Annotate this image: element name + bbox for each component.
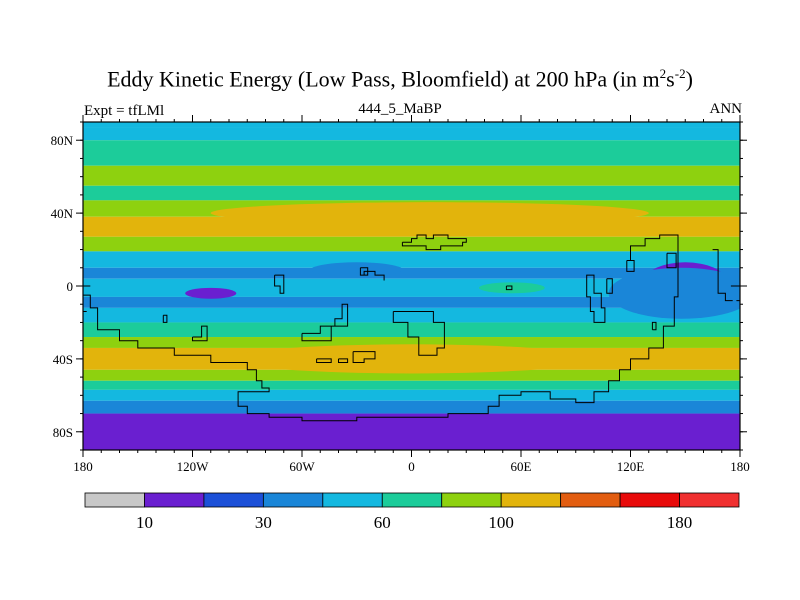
contour-band-20: [83, 413, 740, 450]
colorbar-swatch-2: [203, 492, 264, 508]
x-tick-label-5: 120E: [617, 459, 645, 474]
colorbar-label-4: 180: [667, 513, 693, 532]
coastline-4: [316, 358, 332, 363]
contour-region-0: [210, 202, 649, 225]
contour-band-16: [83, 369, 740, 381]
contour-band-3: [83, 165, 740, 186]
chart-title: Eddy Kinetic Energy (Low Pass, Bloomfiel…: [107, 66, 693, 92]
colorbar-label-0: 10: [136, 513, 153, 532]
coastline-2: [162, 314, 168, 323]
coastline-7: [392, 311, 445, 356]
season-label: ANN: [709, 101, 743, 117]
contour-band-14: [83, 337, 740, 348]
colorbar-swatch-1: [144, 492, 205, 508]
contour-band-8: [83, 251, 740, 268]
coastline-14: [606, 278, 613, 294]
contour-band-9: [83, 267, 740, 279]
coastline-6: [352, 351, 376, 363]
colorbar-label-1: 30: [255, 513, 272, 532]
coastline-13: [586, 274, 606, 323]
colorbar-swatch-4: [322, 492, 383, 508]
x-tick-label-3: 0: [408, 459, 415, 474]
coastline-19: [736, 300, 740, 312]
coastline-21: [651, 321, 657, 331]
contour-field: [83, 122, 740, 450]
x-tick-label-4: 60E: [511, 459, 532, 474]
contour-band-4: [83, 185, 740, 201]
y-tick-label-3: 40S: [53, 352, 73, 367]
coastlines: [83, 234, 740, 422]
colorbar-swatch-9: [619, 492, 680, 508]
contour-band-18: [83, 389, 740, 401]
contour-band-11: [83, 296, 740, 308]
coastline-12: [505, 285, 513, 291]
contour-band-7: [83, 236, 740, 252]
colorbar-label-2: 60: [374, 513, 391, 532]
contour-band-2: [83, 140, 740, 166]
coastline-15: [666, 252, 677, 269]
colorbar-swatch-8: [560, 492, 621, 508]
contour-band-0: [83, 122, 740, 128]
x-tick-label-1: 120W: [177, 459, 210, 474]
y-tick-label-2: 0: [67, 279, 74, 294]
x-tick-label-2: 60W: [289, 459, 315, 474]
contour-band-13: [83, 322, 740, 338]
colorbar-swatch-0: [84, 492, 145, 508]
y-tick-label-1: 40N: [51, 206, 74, 221]
contour-region-2: [608, 267, 740, 319]
contour-band-19: [83, 400, 740, 414]
colorbar-swatch-10: [679, 492, 740, 508]
contour-band-12: [83, 307, 740, 323]
coastline-11: [363, 270, 385, 281]
colorbar-swatch-6: [441, 492, 502, 508]
colorbar-swatch-3: [262, 492, 324, 508]
x-tick-label-6: 180: [730, 459, 750, 474]
contour-region-5: [311, 262, 403, 277]
coastline-5: [338, 358, 349, 363]
x-tick-label-0: 180: [73, 459, 93, 474]
experiment-label: Expt = tfLMl: [84, 103, 165, 119]
coastline-3: [192, 325, 208, 342]
contour-band-1: [83, 127, 740, 141]
colorbar-swatch-7: [500, 492, 562, 508]
colorbar-swatch-5: [381, 492, 443, 508]
case-label: 444_5_MaBP: [358, 101, 442, 117]
coastline-9: [274, 274, 285, 294]
axes: 180 120W 60W 0 60E 120E 180 80N 40N 0 40S 80S: [51, 115, 750, 474]
coastline-10: [359, 267, 369, 276]
coastline-0: [401, 234, 467, 251]
y-tick-label-4: 80S: [53, 425, 73, 440]
coastline-1: [83, 234, 679, 422]
coastline-16: [626, 260, 635, 272]
contour-region-6: [229, 344, 594, 374]
coastline-22: [712, 249, 733, 302]
contour-band-10: [83, 278, 740, 297]
y-tick-label-0: 80N: [51, 133, 74, 148]
colorbar: 10 30 60 100 180: [84, 492, 740, 532]
contour-region-3: [185, 287, 237, 299]
contour-band-17: [83, 380, 740, 390]
coastline-8: [301, 303, 349, 342]
contour-band-6: [83, 216, 740, 237]
colorbar-label-3: 100: [488, 513, 514, 532]
